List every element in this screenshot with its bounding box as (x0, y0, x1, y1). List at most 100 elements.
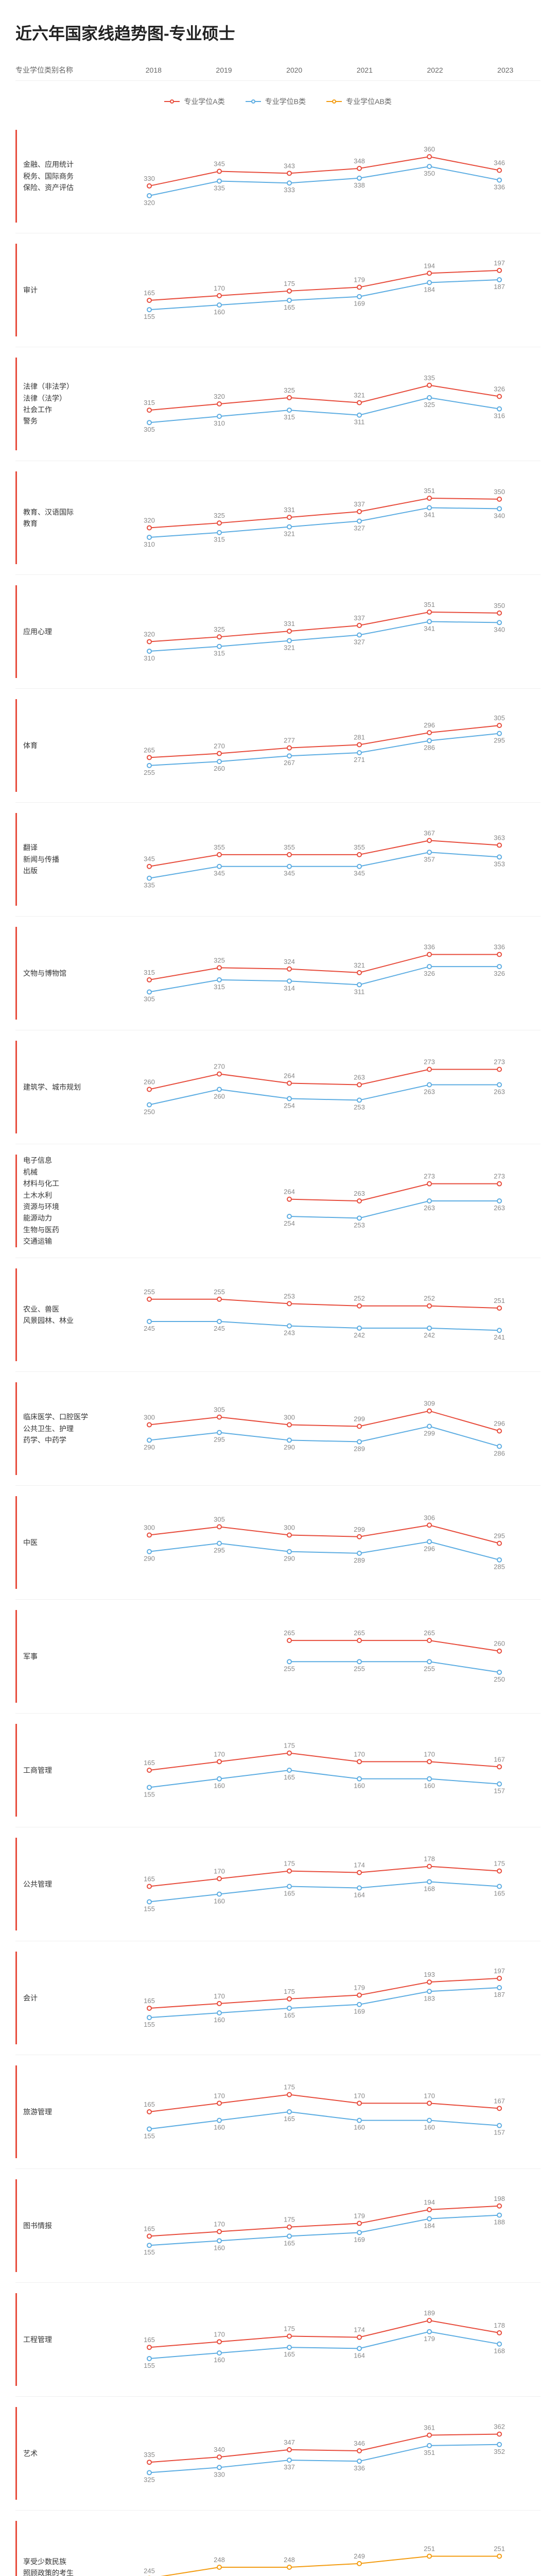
chart-area: 315320325321335326305310315311325316 (118, 358, 541, 450)
point-label: 174 (354, 2326, 365, 2334)
series-line (149, 398, 499, 422)
point-label: 184 (424, 2222, 435, 2230)
data-point (427, 271, 431, 275)
data-point (217, 2011, 221, 2015)
data-point (357, 1886, 361, 1890)
data-point (427, 2330, 431, 2334)
data-point (147, 1900, 151, 1904)
chart-row: 中医300305300299306295290295290289296285 (15, 1486, 541, 1600)
data-point (287, 1533, 291, 1537)
data-point (357, 623, 361, 628)
data-point (427, 1638, 431, 1642)
point-label: 155 (144, 1790, 155, 1798)
data-point (497, 2213, 501, 2217)
data-point (497, 723, 501, 727)
point-label: 250 (494, 1675, 505, 1683)
series-line (149, 1299, 499, 1308)
point-label: 248 (214, 2556, 225, 2564)
data-point (147, 1785, 151, 1789)
chart-svg: 345355355355367363335345345345357353 (118, 813, 530, 906)
data-point (147, 2234, 151, 2238)
data-point (147, 526, 151, 530)
data-point (357, 166, 361, 171)
data-point (497, 732, 501, 736)
point-label: 167 (494, 2097, 505, 2105)
data-point (287, 629, 291, 633)
point-label: 187 (494, 283, 505, 291)
series-line (149, 622, 499, 651)
point-label: 340 (494, 512, 505, 519)
point-label: 289 (354, 1445, 365, 1452)
data-point (427, 1182, 431, 1186)
data-point (427, 155, 431, 159)
header-row: 专业学位类别名称 201820192020202120222023 (15, 60, 541, 81)
point-label: 305 (214, 1515, 225, 1523)
data-point (147, 194, 151, 198)
point-label: 165 (284, 1889, 295, 1897)
chart-svg: 300305300299309296290295290289299286 (118, 1382, 530, 1475)
data-point (497, 855, 501, 859)
point-label: 348 (354, 157, 365, 165)
data-point (217, 2455, 221, 2459)
data-point (217, 1087, 221, 1091)
chart-area: 265270277281296305255260267271286295 (118, 699, 541, 792)
point-label: 165 (144, 2100, 155, 2108)
point-label: 184 (424, 285, 435, 293)
point-label: 155 (144, 2362, 155, 2369)
data-point (217, 531, 221, 535)
point-label: 273 (494, 1058, 505, 1066)
data-point (497, 395, 501, 399)
data-point (357, 176, 361, 180)
point-label: 254 (284, 1219, 295, 1227)
point-label: 175 (284, 2083, 295, 2091)
series-line (149, 2206, 499, 2236)
chart-row: 工商管理165170175170170167155160165160160157 (15, 1714, 541, 1827)
data-point (427, 1199, 431, 1203)
point-label: 355 (354, 843, 365, 851)
data-point (497, 964, 501, 969)
data-point (147, 990, 151, 994)
data-point (217, 2101, 221, 2105)
data-point (147, 420, 151, 425)
data-point (217, 2239, 221, 2243)
series-line (149, 1525, 499, 1543)
point-label: 252 (354, 1295, 365, 1302)
point-label: 255 (144, 769, 155, 776)
point-label: 265 (144, 746, 155, 754)
point-label: 333 (284, 186, 295, 194)
data-point (357, 2101, 361, 2105)
point-label: 165 (284, 303, 295, 311)
point-label: 263 (494, 1088, 505, 1096)
point-label: 255 (144, 1288, 155, 1296)
point-label: 170 (424, 2092, 435, 2099)
point-label: 160 (214, 2356, 225, 2364)
data-point (357, 1535, 361, 1539)
chart-svg: 165170175174189178155160165164179168 (118, 2293, 530, 2386)
data-point (497, 843, 501, 848)
data-point (497, 168, 501, 173)
data-point (287, 1884, 291, 1888)
point-label: 253 (354, 1221, 365, 1229)
point-label: 311 (354, 988, 365, 995)
point-label: 254 (284, 1101, 295, 1109)
point-label: 321 (284, 530, 295, 538)
point-label: 341 (424, 625, 435, 633)
point-label: 175 (494, 1860, 505, 1868)
data-point (427, 2119, 431, 2123)
chart-area: 300305300299309296290295290289299286 (118, 1382, 541, 1475)
point-label: 340 (494, 625, 505, 633)
point-label: 160 (214, 1782, 225, 1790)
data-point (287, 525, 291, 529)
point-label: 242 (424, 1331, 435, 1339)
point-label: 299 (354, 1415, 365, 1423)
point-label: 336 (354, 2464, 365, 2472)
point-label: 170 (214, 1868, 225, 1875)
data-point (357, 1551, 361, 1555)
point-label: 343 (284, 162, 295, 170)
point-label: 300 (144, 1414, 155, 1421)
point-label: 157 (494, 1787, 505, 1795)
point-label: 197 (494, 259, 505, 267)
data-point (497, 1986, 501, 1990)
data-point (427, 610, 431, 614)
data-point (287, 865, 291, 869)
